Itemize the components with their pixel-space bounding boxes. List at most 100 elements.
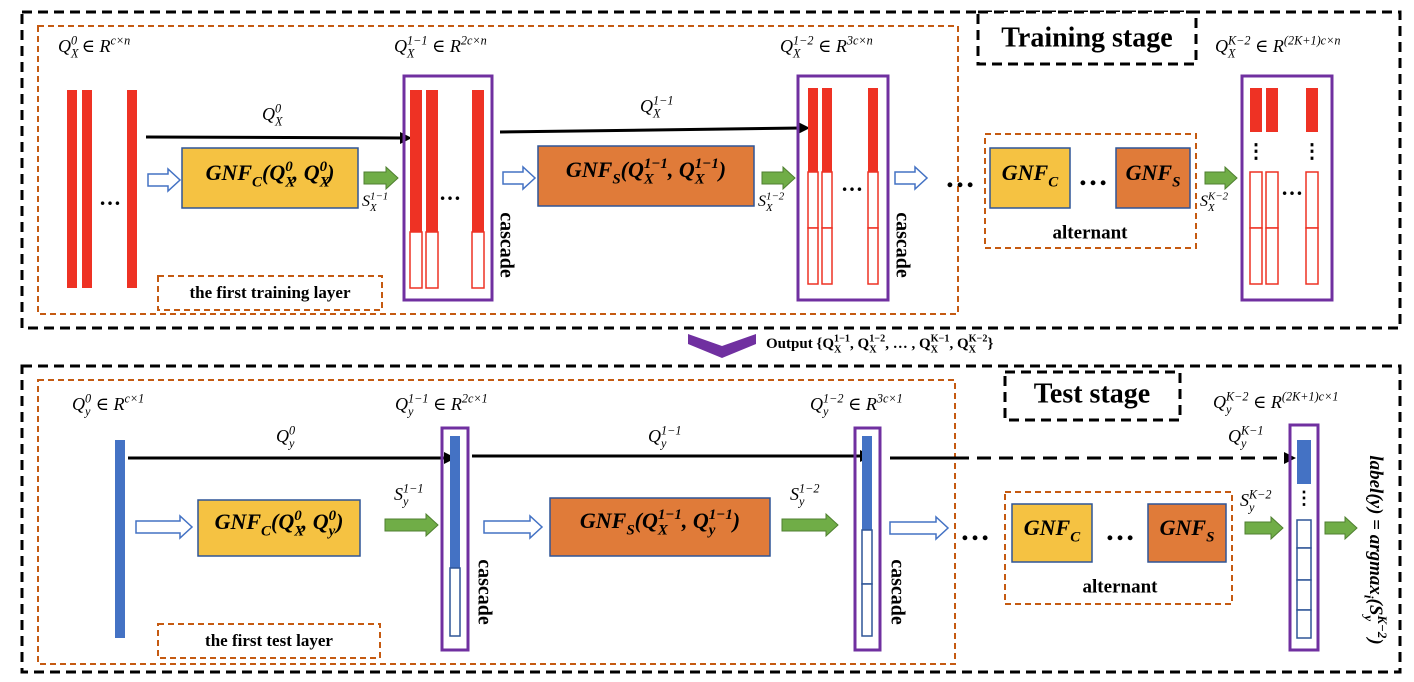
empty-column	[1305, 171, 1319, 229]
data-column	[472, 90, 484, 232]
text-part: S	[612, 172, 620, 188]
cascade-box	[853, 426, 882, 652]
text-part: )	[717, 157, 726, 182]
matrix-label: Qy1−1 ∈ R2c×1	[395, 391, 488, 418]
empty-column	[867, 227, 879, 285]
text-part: S	[1206, 530, 1214, 546]
empty-column	[821, 171, 833, 229]
empty-column	[449, 567, 461, 637]
arrow-line	[145, 135, 405, 140]
text-part: Q	[1213, 392, 1226, 412]
cascade-box	[402, 74, 494, 302]
text-part: X	[369, 202, 377, 214]
text-part: 0	[275, 101, 281, 115]
text-part: 0	[289, 423, 295, 437]
text-part: S	[362, 193, 370, 210]
text-part: (Q	[271, 509, 294, 534]
data-column	[868, 88, 878, 172]
text-part: X	[652, 106, 661, 120]
text-part: y	[1224, 402, 1232, 416]
text-part: X	[657, 523, 669, 539]
alternant-label: alternant	[1083, 576, 1159, 597]
text-part: K−2	[1207, 190, 1229, 202]
text-part: 1−2	[799, 481, 820, 495]
text-part: ∈ R	[814, 36, 847, 56]
empty-column	[867, 171, 879, 229]
text-part: )	[1365, 636, 1386, 644]
empty-column	[1305, 227, 1319, 285]
empty-column	[861, 583, 873, 637]
matrix-label: QX1−1 ∈ R2c×n	[394, 33, 487, 60]
text-part: C	[1070, 530, 1081, 546]
matrix-label: QXK−2 ∈ R(2K+1)c×n	[1215, 33, 1340, 60]
arrow-label: Qy0	[276, 423, 295, 450]
gnf-c-box	[197, 499, 361, 557]
stage-box	[20, 364, 1402, 674]
text-part: 1−1	[370, 190, 388, 202]
text-part: (Q	[621, 157, 644, 182]
text-part: S	[394, 484, 403, 504]
gnf-label: GNFS	[1126, 160, 1181, 191]
text-part: 0	[329, 508, 337, 524]
text-part: 2c×n	[461, 33, 487, 47]
text-part: X	[931, 345, 939, 356]
text-part: 1−1	[644, 156, 668, 172]
text-part: 1−2	[793, 33, 814, 47]
score-label: SX1−1	[362, 190, 388, 214]
text-part: y	[797, 494, 805, 508]
hollow-arrow	[483, 514, 544, 540]
text-part: S	[758, 193, 766, 210]
text-part: X	[765, 202, 773, 214]
data-column	[450, 436, 460, 568]
arrow-label: Qy1−1	[648, 423, 682, 450]
text-part: y	[1239, 436, 1247, 450]
text-part: (2K+1)c×n	[1284, 33, 1341, 47]
gnf-c-box	[989, 147, 1071, 209]
text-part: 0	[294, 508, 302, 524]
layer-box	[37, 25, 959, 315]
layer-name-box	[157, 623, 381, 659]
text-part: (Q	[262, 160, 285, 185]
vertical-ellipsis: ⋮	[1246, 141, 1266, 163]
gnf-s-box	[537, 145, 755, 207]
vertical-ellipsis: ⋮	[1302, 141, 1322, 163]
text-part: 1−1	[403, 481, 424, 495]
text-part: (Q	[635, 508, 658, 533]
text-part: 0	[285, 159, 293, 175]
text-part: , Q	[667, 157, 695, 182]
text-part: , Q	[292, 160, 320, 185]
text-part: 1−1	[709, 507, 733, 523]
text-part: X	[834, 345, 842, 356]
text-part: ∈ R	[429, 394, 462, 414]
gnf-s-box	[1115, 147, 1191, 209]
hollow-arrow	[894, 165, 929, 191]
ellipsis: …	[841, 171, 863, 196]
text-part: Q	[1215, 36, 1228, 56]
empty-column	[471, 231, 485, 289]
text-part: X	[284, 175, 296, 191]
cascade-label: cascade	[473, 559, 495, 625]
green-arrow	[1324, 515, 1358, 541]
data-column	[426, 90, 438, 232]
text-part: 1−1	[407, 33, 428, 47]
green-arrow	[363, 165, 399, 191]
arrow-label: QX0	[262, 101, 283, 128]
matrix-label: Qy0 ∈ Rc×1	[72, 391, 144, 418]
gnf-s-box	[1147, 503, 1227, 563]
layer-name: the first test layer	[205, 631, 333, 650]
text-part: 1−1	[661, 423, 682, 437]
text-part: c×1	[124, 391, 144, 405]
text-part: )	[731, 508, 740, 533]
down-chevron	[688, 334, 756, 358]
ellipsis: …	[1281, 175, 1303, 200]
ellipsis: …	[945, 161, 975, 194]
empty-column	[1296, 609, 1312, 639]
text-part: (2K+1)c×1	[1282, 389, 1339, 403]
text-part: , Q	[949, 336, 969, 352]
text-part: X	[869, 345, 877, 356]
score-label: SX1−2	[758, 190, 785, 214]
empty-column	[807, 227, 819, 285]
text-part: Q	[262, 104, 275, 124]
gnf-label: GNFS	[1160, 515, 1215, 546]
text-part: y	[401, 494, 409, 508]
